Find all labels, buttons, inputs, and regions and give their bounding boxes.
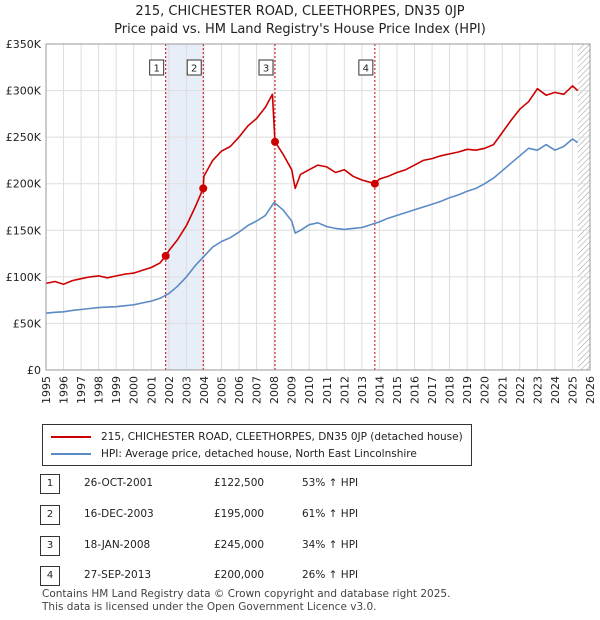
plot-frame (45, 43, 591, 371)
transaction-number: 1 (40, 474, 60, 494)
hatched-forecast-region (577, 44, 590, 370)
sale-point-3 (271, 137, 280, 146)
x-tick-label: 2010 (303, 376, 316, 404)
x-tick-label: 2014 (373, 376, 386, 404)
x-tick-label: 2015 (391, 376, 404, 404)
y-tick-label: £150K (6, 224, 42, 237)
sale-point-2 (199, 184, 208, 193)
x-tick-label: 2016 (409, 376, 422, 404)
x-tick-label: 2022 (514, 376, 527, 404)
legend-item-price: 215, CHICHESTER ROAD, CLEETHORPES, DN35 … (51, 429, 463, 445)
footer: Contains HM Land Registry data © Crown c… (42, 588, 450, 614)
y-tick-label: £0 (27, 364, 41, 377)
legend-swatch-hpi (51, 453, 91, 455)
y-tick-label: £50K (13, 317, 42, 330)
sale-point-4 (370, 179, 379, 188)
legend-label-hpi: HPI: Average price, detached house, Nort… (101, 448, 417, 460)
chart-legend: 215, CHICHESTER ROAD, CLEETHORPES, DN35 … (42, 424, 472, 466)
y-tick-label: £200K (6, 178, 42, 191)
marker-box-4 (358, 59, 374, 76)
x-tick-label: 2011 (321, 376, 334, 404)
legend-item-hpi: HPI: Average price, detached house, Nort… (51, 446, 417, 462)
footer-licence: This data is licensed under the Open Gov… (42, 601, 377, 613)
x-tick-label: 2025 (566, 376, 579, 404)
x-tick-label: 2026 (584, 376, 597, 404)
x-tick-label: 2024 (549, 376, 562, 404)
footer-copyright: Contains HM Land Registry data © Crown c… (42, 588, 451, 600)
y-tick-label: £250K (6, 131, 42, 144)
transaction-date: 18-JAN-2008 (84, 539, 151, 551)
marker-box-1 (149, 59, 165, 76)
x-tick-label: 2013 (356, 376, 369, 404)
transaction-date: 27-SEP-2013 (84, 569, 152, 581)
x-tick-label: 2005 (215, 376, 228, 404)
transaction-price: £195,000 (214, 508, 265, 520)
marker-label-1: 1 (153, 64, 159, 75)
series-line-hpi (45, 138, 579, 314)
legend-swatch-price (51, 436, 91, 438)
transaction-hpi: 34% ↑ HPI (302, 539, 359, 551)
x-tick-label: 1999 (110, 376, 123, 404)
x-tick-label: 1998 (93, 376, 106, 404)
marker-label-3: 3 (263, 64, 269, 75)
legend-label-price: 215, CHICHESTER ROAD, CLEETHORPES, DN35 … (101, 431, 463, 443)
x-tick-label: 2021 (496, 376, 509, 404)
x-tick-label: 2001 (145, 376, 158, 404)
x-tick-label: 2023 (531, 376, 544, 404)
x-tick-label: 2003 (180, 376, 193, 404)
transaction-hpi: 53% ↑ HPI (302, 477, 359, 489)
transaction-date: 16-DEC-2003 (84, 508, 154, 520)
x-tick-label: 2006 (233, 376, 246, 404)
x-tick-label: 2004 (198, 376, 211, 404)
y-tick-label: £100K (6, 271, 42, 284)
marker-label-2: 2 (191, 64, 197, 75)
x-tick-label: 2009 (286, 376, 299, 404)
transaction-price: £245,000 (214, 539, 265, 551)
transaction-number: 3 (40, 536, 60, 556)
series-line-price (45, 85, 579, 286)
marker-box-3 (258, 59, 274, 76)
x-tick-label: 2002 (163, 376, 176, 404)
transaction-hpi: 61% ↑ HPI (302, 508, 359, 520)
y-tick-label: £350K (6, 38, 42, 51)
marker-box-2 (186, 59, 202, 76)
transaction-number: 4 (40, 566, 60, 586)
x-tick-label: 2012 (338, 376, 351, 404)
chart-subtitle: Price paid vs. HM Land Registry's House … (114, 22, 486, 37)
shaded-period (165, 44, 204, 370)
plot-area (46, 44, 590, 370)
x-tick-label: 2020 (479, 376, 492, 404)
x-tick-label: 1995 (40, 376, 53, 404)
x-tick-label: 2000 (128, 376, 141, 404)
x-tick-label: 2018 (444, 376, 457, 404)
x-tick-label: 2019 (461, 376, 474, 404)
transaction-price: £200,000 (214, 569, 265, 581)
x-tick-label: 2007 (251, 376, 264, 404)
x-tick-label: 2008 (268, 376, 281, 404)
x-tick-label: 2017 (426, 376, 439, 404)
marker-label-4: 4 (363, 64, 369, 75)
chart-title-address: 215, CHICHESTER ROAD, CLEETHORPES, DN35 … (135, 4, 465, 19)
transaction-price: £122,500 (214, 477, 265, 489)
y-tick-label: £300K (6, 85, 42, 98)
price-chart: 1 2 3 4 £0 £50K £100K £150K £200K £250K £300K £350K… (6, 38, 597, 404)
x-tick-label: 1996 (58, 376, 71, 404)
x-tick-label: 1997 (75, 376, 88, 404)
transaction-number: 2 (40, 505, 60, 525)
transaction-hpi: 26% ↑ HPI (302, 569, 359, 581)
transaction-date: 26-OCT-2001 (84, 477, 153, 489)
sale-point-1 (161, 251, 170, 260)
